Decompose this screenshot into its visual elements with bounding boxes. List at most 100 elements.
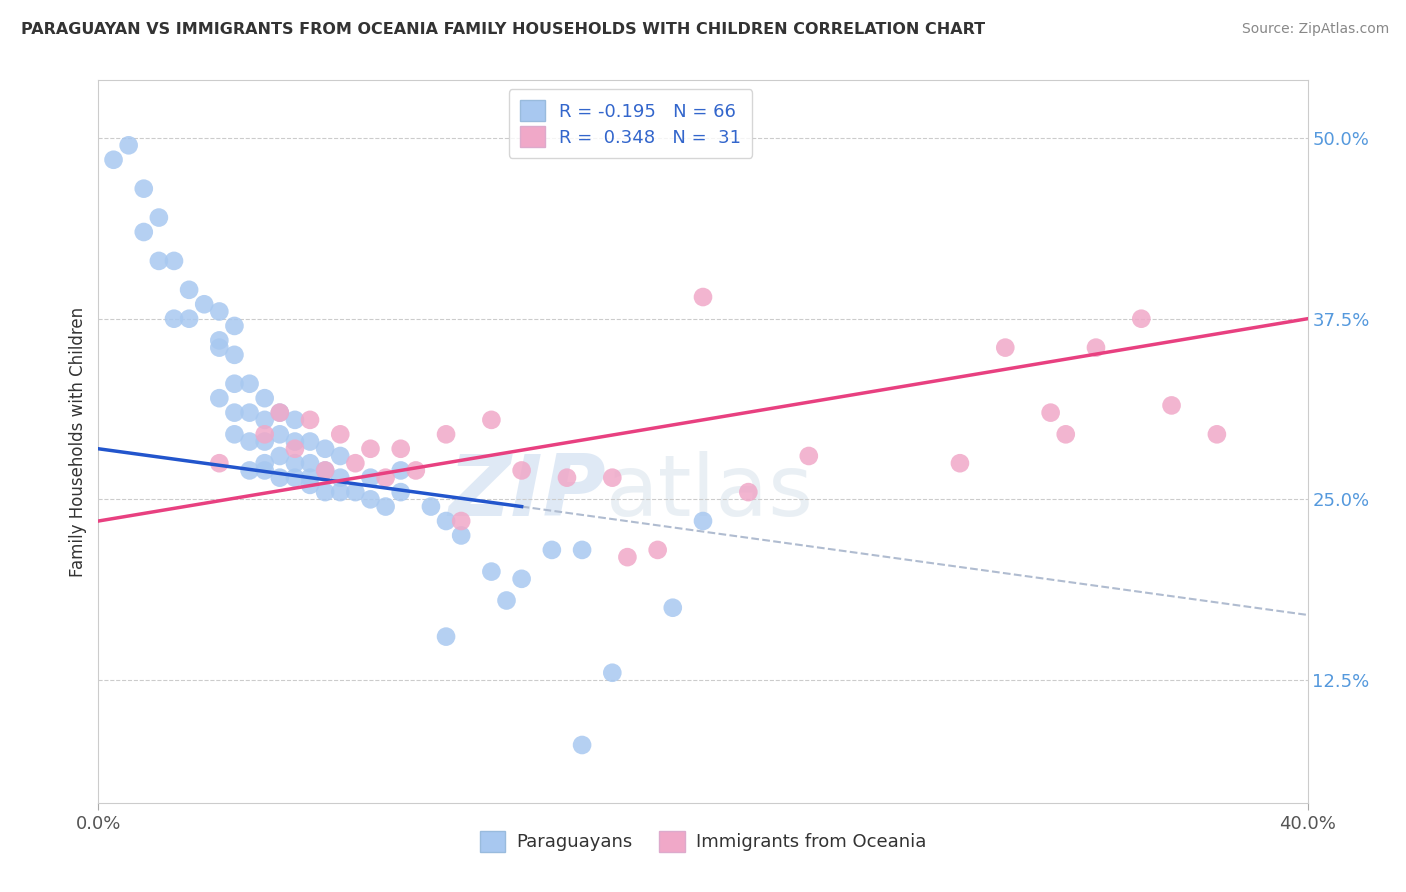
Point (299, 413, 322, 427)
Point (208, 334, 231, 348)
Point (299, 456, 322, 470)
Point (540, 542, 562, 557)
Point (450, 528, 472, 542)
Point (148, 254, 170, 268)
Text: Source: ZipAtlas.com: Source: ZipAtlas.com (1241, 22, 1389, 37)
Point (299, 434, 322, 449)
Point (571, 542, 593, 557)
Point (797, 449, 820, 463)
Point (224, 427, 246, 442)
Point (239, 406, 262, 420)
Point (314, 463, 336, 477)
Point (269, 406, 291, 420)
Point (224, 406, 246, 420)
Point (1039, 406, 1062, 420)
Point (405, 463, 427, 477)
Point (179, 283, 201, 297)
Point (1085, 341, 1108, 355)
Point (1054, 427, 1077, 442)
Point (737, 485, 759, 500)
Point (314, 485, 336, 500)
Legend: Paraguayans, Immigrants from Oceania: Paraguayans, Immigrants from Oceania (472, 823, 934, 859)
Point (360, 492, 382, 507)
Point (239, 434, 262, 449)
Point (1130, 311, 1153, 326)
Point (163, 311, 186, 326)
Point (360, 470, 382, 484)
Point (284, 413, 307, 427)
Point (374, 500, 396, 514)
Point (208, 456, 231, 470)
Point (253, 456, 276, 470)
Point (284, 456, 307, 470)
Point (481, 413, 503, 427)
Point (163, 254, 186, 268)
Point (434, 514, 457, 528)
Point (269, 427, 291, 442)
Point (269, 406, 291, 420)
Point (434, 630, 457, 644)
Point (284, 442, 307, 456)
Point (299, 478, 322, 492)
Point (103, 153, 125, 167)
Point (253, 427, 276, 442)
Point (434, 427, 457, 442)
Point (495, 593, 517, 607)
Point (510, 463, 533, 477)
Point (602, 665, 624, 680)
Point (510, 572, 533, 586)
Point (389, 442, 412, 456)
Y-axis label: Family Households with Children: Family Households with Children (69, 307, 87, 576)
Point (224, 348, 246, 362)
Point (420, 500, 443, 514)
Point (208, 304, 231, 318)
Point (284, 434, 307, 449)
Text: PARAGUAYAN VS IMMIGRANTS FROM OCEANIA FAMILY HOUSEHOLDS WITH CHILDREN CORRELATIO: PARAGUAYAN VS IMMIGRANTS FROM OCEANIA FA… (21, 22, 986, 37)
Point (148, 211, 170, 225)
Point (208, 341, 231, 355)
Point (994, 341, 1017, 355)
Point (118, 138, 141, 153)
Point (389, 485, 412, 500)
Point (647, 542, 669, 557)
Point (661, 600, 683, 615)
Point (269, 449, 291, 463)
Point (571, 738, 593, 752)
Point (224, 318, 246, 333)
Point (329, 427, 352, 442)
Point (555, 470, 578, 484)
Point (284, 470, 307, 484)
Point (389, 463, 412, 477)
Point (329, 470, 352, 484)
Point (329, 449, 352, 463)
Point (329, 485, 352, 500)
Point (374, 470, 396, 484)
Point (450, 514, 472, 528)
Point (269, 470, 291, 484)
Text: ZIP: ZIP (449, 450, 606, 533)
Point (132, 225, 155, 239)
Point (239, 376, 262, 391)
Point (132, 181, 155, 195)
Point (602, 470, 624, 484)
Point (314, 463, 336, 477)
Point (344, 456, 367, 470)
Point (253, 391, 276, 405)
Point (360, 442, 382, 456)
Point (949, 456, 972, 470)
Text: atlas: atlas (606, 450, 814, 533)
Point (481, 565, 503, 579)
Point (1206, 427, 1229, 442)
Point (179, 311, 201, 326)
Point (299, 470, 322, 484)
Point (193, 297, 215, 311)
Point (344, 485, 367, 500)
Point (208, 391, 231, 405)
Point (253, 463, 276, 477)
Point (253, 434, 276, 449)
Point (239, 463, 262, 477)
Point (253, 413, 276, 427)
Point (692, 514, 714, 528)
Point (1160, 398, 1182, 412)
Point (616, 550, 638, 565)
